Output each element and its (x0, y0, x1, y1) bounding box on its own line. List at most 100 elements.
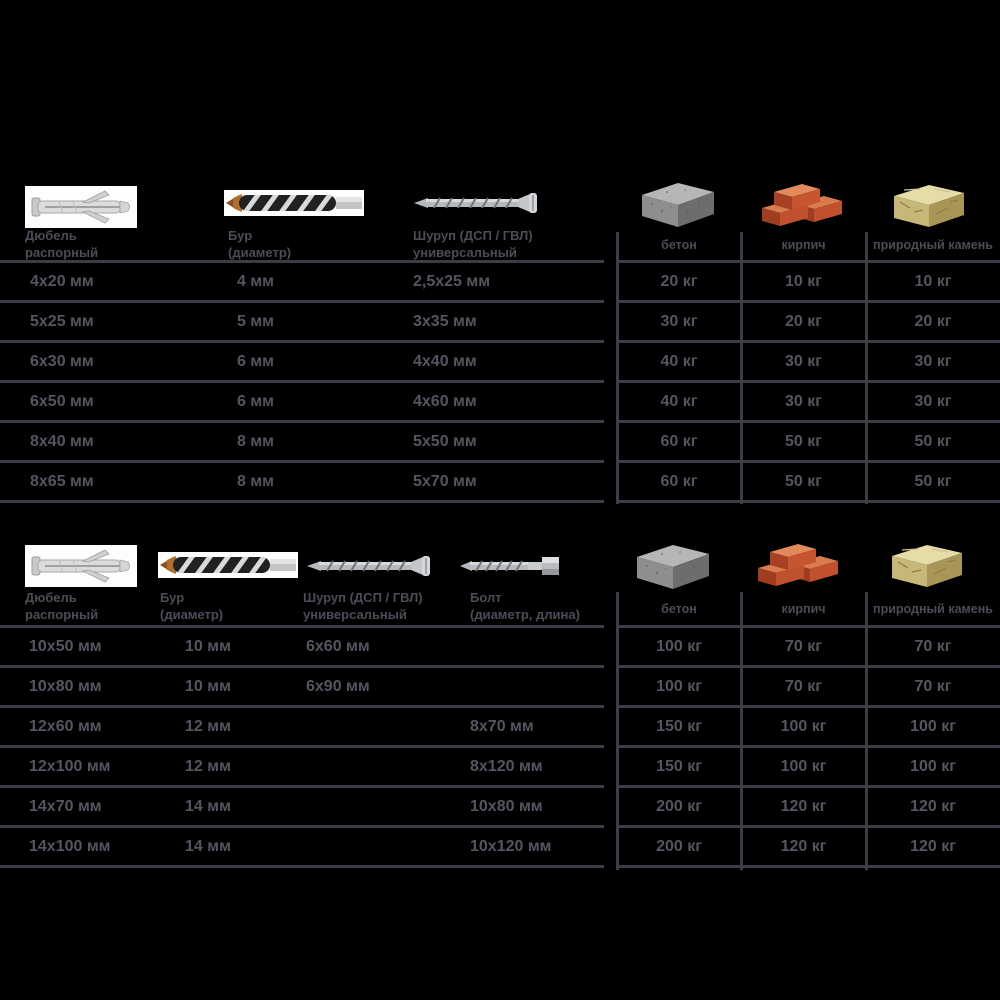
column-header-line: универсальный (413, 244, 517, 260)
table-cell: 40 кг (660, 352, 698, 370)
column-header-line: Шуруп (ДСП / ГВЛ) (303, 590, 423, 605)
column-header-line: (диаметр, длина) (470, 606, 580, 622)
table-cell: 6 мм (237, 392, 275, 410)
column-header-line: (диаметр) (160, 606, 224, 622)
table-cell: 5x50 мм (413, 432, 477, 450)
table-cell: 8x120 мм (470, 757, 543, 775)
column-header-line: Бур (228, 228, 253, 243)
table-cell: 10x120 мм (470, 837, 552, 855)
column-header-concrete: бетон (661, 238, 697, 252)
table-cell: 8x65 мм (30, 472, 94, 490)
table-cell: 150 кг (656, 757, 702, 775)
table-cell: 5x70 мм (413, 472, 477, 490)
table-cell: 120 кг (910, 797, 956, 815)
table-cell (470, 628, 617, 665)
table-cell: 12x60 мм (29, 717, 102, 735)
table-row: 14x100 мм 14 мм 10x120 мм 200 кг 120 кг 120 к… (0, 828, 1000, 868)
table-row: 10x50 мм 10 мм 6x60 мм 100 кг 70 кг 70 кг (0, 628, 1000, 668)
table-cell: 100 кг (780, 757, 827, 775)
table-cell: 10x50 мм (29, 637, 102, 655)
table-cell: 30 кг (660, 312, 698, 330)
table-body: 10x50 мм 10 мм 6x60 мм 100 кг 70 кг 70 кг 10x8… (0, 625, 1000, 868)
table-cell: 100 кг (656, 677, 702, 695)
table-cell: 20 кг (785, 312, 822, 330)
table-cell: 120 кг (780, 797, 827, 815)
table-row: 14x70 мм 14 мм 10x80 мм 200 кг 120 кг 120 кг (0, 788, 1000, 828)
table-cell: 8 мм (237, 472, 275, 490)
stone-image (890, 180, 968, 233)
table-cell: 60 кг (660, 472, 698, 490)
column-header-bolt: Болт (диаметр, длина) (470, 590, 580, 624)
column-header-dowel: Дюбель распорный (25, 590, 98, 624)
table-cell: 10 мм (185, 637, 231, 655)
table-cell: 200 кг (656, 837, 702, 855)
table-cell: 4x60 мм (413, 392, 477, 410)
table-cell: 14x70 мм (29, 797, 102, 815)
table-cell (306, 828, 470, 865)
table-cell: 30 кг (914, 352, 952, 370)
bricks-image (756, 540, 840, 593)
table-cell: 8x70 мм (470, 717, 534, 735)
column-divider (865, 592, 868, 870)
column-header-drill: Бур (диаметр) (228, 228, 291, 262)
table-cell: 150 кг (656, 717, 702, 735)
table-row: 12x100 мм 12 мм 8x120 мм 150 кг 100 кг 100 кг (0, 748, 1000, 788)
table-cell: 100 кг (780, 717, 827, 735)
table-cell: 12 мм (185, 757, 231, 775)
table-cell: 200 кг (656, 797, 702, 815)
column-divider (865, 232, 868, 504)
table-cell: 50 кг (914, 432, 952, 450)
table-cell: 20 кг (914, 312, 952, 330)
line-gap (604, 260, 616, 504)
table-cell: 14x100 мм (29, 837, 111, 855)
bricks-image (760, 180, 844, 233)
concrete-image (632, 540, 714, 595)
table-cell: 14 мм (185, 837, 231, 855)
table-row: 8x65 мм 8 мм 5x70 мм 60 кг 50 кг 50 кг (0, 463, 1000, 503)
column-header-dowel: Дюбель распорный (25, 228, 98, 262)
table-large-dowels: Дюбель распорный Бур (диаметр) Шуруп (ДС… (0, 540, 1000, 874)
table-cell: 2,5x25 мм (413, 272, 491, 290)
column-divider (616, 232, 619, 504)
table-row: 6x30 мм 6 мм 4x40 мм 40 кг 30 кг 30 кг (0, 343, 1000, 383)
column-header-drill: Бур (диаметр) (160, 590, 223, 624)
table-cell: 6x60 мм (306, 637, 370, 655)
column-header-line: распорный (25, 244, 99, 260)
column-header-screw: Шуруп (ДСП / ГВЛ) универсальный (303, 590, 423, 624)
table-cell: 12x100 мм (29, 757, 111, 775)
table-cell: 4x40 мм (413, 352, 477, 370)
table-cell (306, 748, 470, 785)
table-cell: 70 кг (914, 637, 952, 655)
column-header-line: распорный (25, 606, 99, 622)
table-cell: 60 кг (660, 432, 698, 450)
table-cell: 10 мм (185, 677, 231, 695)
table-cell: 40 кг (660, 392, 698, 410)
column-header-stone: природный камень (873, 238, 993, 252)
column-header-line: Болт (470, 590, 502, 605)
concrete-image (637, 178, 719, 233)
table-cell: 120 кг (780, 837, 827, 855)
table-cell: 14 мм (185, 797, 231, 815)
table-cell: 100 кг (656, 637, 702, 655)
drill-bit-image (158, 552, 298, 583)
table-row: 4x20 мм 4 мм 2,5x25 мм 20 кг 10 кг 10 кг (0, 263, 1000, 303)
bolt-image (458, 555, 563, 582)
table-cell: 50 кг (914, 472, 952, 490)
table-cell: 6x50 мм (30, 392, 94, 410)
table-row: 12x60 мм 12 мм 8x70 мм 150 кг 100 кг 100 кг (0, 708, 1000, 748)
table-cell: 5x25 мм (30, 312, 94, 330)
table-cell: 70 кг (914, 677, 952, 695)
table-cell: 6x30 мм (30, 352, 94, 370)
dowel-image (25, 186, 137, 233)
drill-bit-image (224, 190, 364, 221)
table-cell: 120 кг (910, 837, 956, 855)
column-header-brick: кирпич (781, 602, 826, 616)
table-small-dowels: Дюбель распорный Бур (диаметр) Шуруп (ДС… (0, 178, 1000, 508)
table-row: 5x25 мм 5 мм 3x35 мм 30 кг 20 кг 20 кг (0, 303, 1000, 343)
column-header-line: (диаметр) (228, 244, 292, 260)
line-gap (604, 625, 616, 869)
table-cell: 30 кг (914, 392, 952, 410)
column-header-line: Бур (160, 590, 185, 605)
table-cell: 5 мм (237, 312, 275, 330)
